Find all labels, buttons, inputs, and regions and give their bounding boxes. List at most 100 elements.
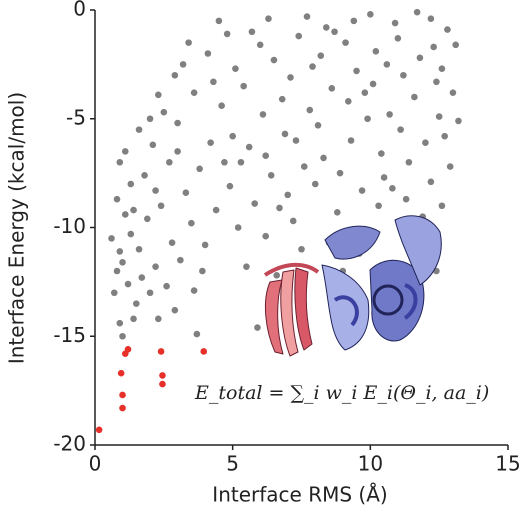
point xyxy=(168,239,176,247)
equation-annotation: E_total = ∑_i w_i E_i(Θ_i, aa_i) xyxy=(194,382,489,404)
point xyxy=(124,280,132,288)
point xyxy=(130,206,137,214)
point xyxy=(204,50,212,57)
point xyxy=(281,130,289,138)
point xyxy=(135,245,143,253)
y-tick-label: -10 xyxy=(53,214,86,238)
point xyxy=(155,315,162,323)
y-axis-label: Interface Energy (kcal/mol) xyxy=(5,92,29,364)
point xyxy=(328,85,336,92)
point xyxy=(119,391,126,399)
point xyxy=(386,111,393,118)
point xyxy=(149,141,157,149)
point xyxy=(237,158,245,166)
point xyxy=(267,172,275,179)
point xyxy=(190,287,198,294)
point xyxy=(166,158,173,166)
point xyxy=(314,121,322,129)
point xyxy=(353,67,360,75)
point xyxy=(251,200,258,207)
point xyxy=(229,132,236,140)
point xyxy=(248,28,256,36)
point xyxy=(331,28,338,36)
point xyxy=(367,11,374,18)
point xyxy=(113,267,121,275)
point xyxy=(159,380,166,388)
point xyxy=(171,306,179,314)
point xyxy=(127,230,135,238)
point xyxy=(193,330,201,338)
point xyxy=(430,43,437,51)
point xyxy=(383,61,391,68)
point xyxy=(391,19,399,27)
point xyxy=(232,65,239,73)
point xyxy=(446,163,454,170)
point xyxy=(402,195,410,203)
point xyxy=(336,169,344,177)
point xyxy=(265,15,272,22)
point xyxy=(342,39,349,46)
point xyxy=(182,189,190,196)
point xyxy=(394,34,402,42)
point xyxy=(121,211,129,218)
point xyxy=(389,185,396,192)
point xyxy=(262,232,270,240)
point xyxy=(435,113,443,120)
point xyxy=(116,319,124,327)
point xyxy=(309,63,316,70)
point xyxy=(174,119,181,127)
point xyxy=(171,71,179,79)
point xyxy=(427,178,435,186)
point xyxy=(179,61,187,68)
point xyxy=(397,126,404,133)
x-tick-label: 10 xyxy=(358,452,383,476)
point xyxy=(287,74,294,81)
point xyxy=(278,95,286,103)
point xyxy=(311,180,319,188)
point xyxy=(438,65,446,73)
point xyxy=(130,315,137,323)
point xyxy=(215,17,223,25)
point xyxy=(218,102,225,109)
y-tick-label: -20 xyxy=(53,432,86,456)
point xyxy=(188,219,195,227)
point xyxy=(226,182,234,190)
protein-structure xyxy=(263,215,442,357)
point xyxy=(422,139,429,146)
point xyxy=(207,139,214,146)
point xyxy=(177,256,184,264)
point xyxy=(223,30,231,38)
point xyxy=(155,91,162,99)
y-tick-label: 0 xyxy=(73,0,86,21)
point xyxy=(110,289,118,297)
point xyxy=(243,263,250,270)
point xyxy=(358,187,366,194)
point xyxy=(276,204,283,212)
point xyxy=(160,108,168,116)
point xyxy=(119,332,126,340)
x-tick-label: 15 xyxy=(495,452,520,476)
point xyxy=(212,206,220,214)
point xyxy=(270,56,278,64)
point xyxy=(333,208,341,216)
point xyxy=(306,106,314,114)
point xyxy=(119,259,126,266)
point xyxy=(201,241,209,249)
point xyxy=(295,32,303,40)
point xyxy=(372,48,380,55)
point xyxy=(416,54,424,62)
point xyxy=(113,195,121,203)
y-tick-label: -15 xyxy=(53,323,86,347)
point xyxy=(200,348,208,355)
point xyxy=(369,80,377,88)
point xyxy=(345,98,352,105)
point xyxy=(135,126,143,133)
point xyxy=(108,235,115,242)
point xyxy=(159,372,166,379)
point xyxy=(413,8,421,16)
point xyxy=(441,132,448,140)
point xyxy=(199,267,206,275)
y-tick-label: -5 xyxy=(66,105,86,129)
point xyxy=(289,217,297,225)
point xyxy=(116,248,124,255)
